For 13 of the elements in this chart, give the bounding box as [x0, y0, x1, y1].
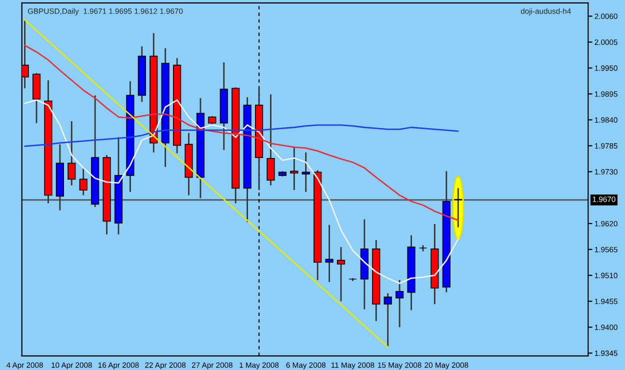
candlestick — [454, 187, 462, 228]
line-series — [24, 44, 459, 221]
candlestick — [396, 279, 404, 328]
line-series — [24, 124, 459, 147]
candlestick — [336, 246, 346, 302]
candlestick — [290, 146, 298, 191]
candlestick — [384, 292, 392, 348]
candlestick — [68, 120, 76, 186]
candlestick — [79, 167, 88, 196]
candlestick — [266, 94, 275, 186]
candlestick — [325, 224, 334, 283]
candlestick — [302, 152, 310, 193]
line-series — [24, 99, 459, 284]
